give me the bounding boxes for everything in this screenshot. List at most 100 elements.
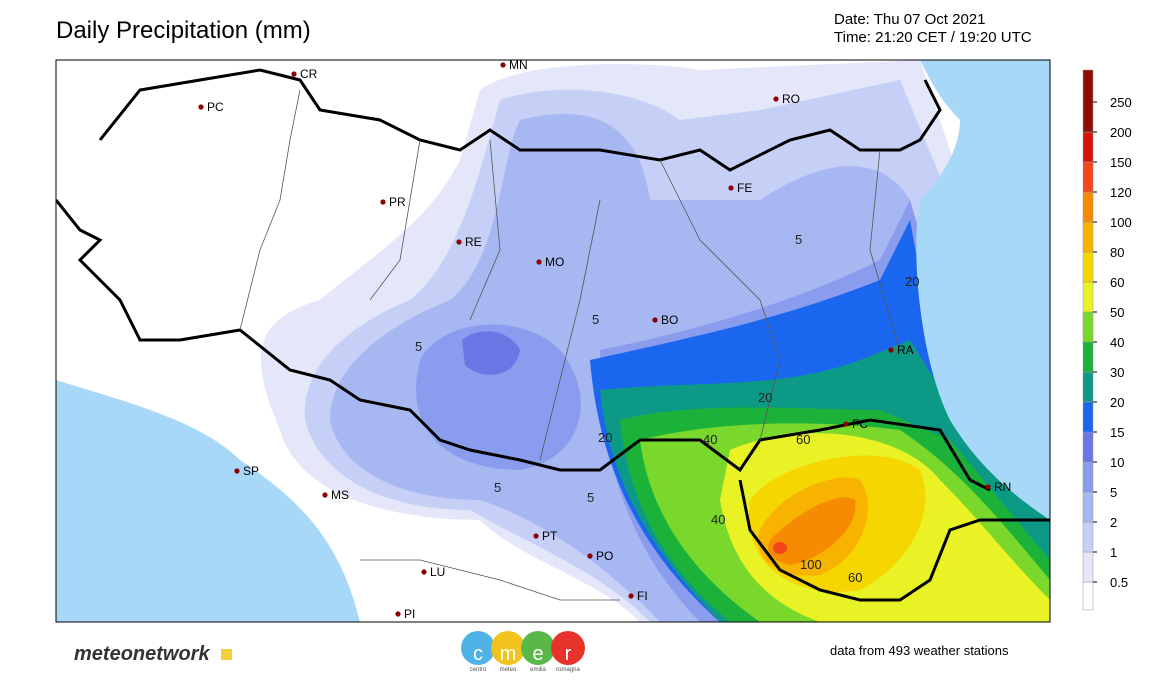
colorbar-segment (1082, 251, 1094, 283)
brand-square (221, 649, 232, 660)
contour-labels: 5 5 5 5 5 20 20 20 40 40 60 60 100 (415, 232, 919, 585)
contour-label: 5 (415, 339, 422, 354)
colorbar-segment (1082, 311, 1094, 343)
colorbar-segment (1082, 431, 1094, 463)
map-frame (55, 59, 1051, 623)
colorbar-segment (1082, 581, 1094, 611)
logo-word: romagna (556, 667, 580, 673)
city-dot (652, 317, 658, 323)
city-label: RA (897, 343, 914, 357)
logo-word: meteo (500, 667, 517, 673)
city-dot (533, 533, 539, 539)
logo-circle (521, 631, 555, 665)
contour-label: 40 (711, 512, 725, 527)
colorbar-segment (1082, 131, 1094, 163)
colorbar-segment (1082, 161, 1094, 193)
date: Date: Thu 07 Oct 2021 (834, 11, 986, 28)
contour-label: 60 (796, 432, 810, 447)
city-label: RE (465, 235, 482, 249)
colorbar-label: 5 (1110, 485, 1117, 500)
colorbar-label: 100 (1110, 215, 1132, 230)
colorbar-segment (1082, 521, 1094, 553)
city-dot (380, 199, 386, 205)
city-dot (985, 484, 991, 490)
logo-letter: m (500, 643, 517, 665)
city-label: RN (994, 480, 1011, 494)
city-label: MO (545, 255, 564, 269)
logo-letter: c (473, 643, 483, 665)
colorbar-label: 2 (1110, 515, 1117, 530)
contour-label: 5 (795, 232, 802, 247)
colorbar-label: 0.5 (1110, 575, 1128, 590)
colorbar-label: 250 (1110, 95, 1132, 110)
map (56, 60, 1050, 622)
city-dot (628, 593, 634, 599)
brand: meteonetwork (74, 643, 210, 665)
city-dot (587, 553, 593, 559)
legend: 0.5 1 2 5 10 15 20 30 40 50 60 80 100 120 150 200 250 (1082, 69, 1132, 611)
city-dot (500, 62, 506, 68)
colorbar-segment (1082, 461, 1094, 493)
city-label: FI (637, 589, 648, 603)
city-dot (843, 421, 849, 427)
city-label: FC (852, 417, 868, 431)
logo-letter: e (532, 643, 543, 665)
time: Time: 21:20 CET / 19:20 UTC (834, 29, 1032, 46)
cities: CR MN PC RO PR FE RE MO BO RA FC SP MS RN PT PO LU FI PI (198, 58, 1011, 621)
colorbar-label: 200 (1110, 125, 1132, 140)
city-label: PO (596, 549, 613, 563)
colorbar-segment (1082, 281, 1094, 313)
city-dot (536, 259, 542, 265)
city-label: LU (430, 565, 445, 579)
logo-circle (461, 631, 495, 665)
colorbar-segment (1082, 551, 1094, 583)
contour-label: 100 (800, 557, 822, 572)
city-dot (421, 569, 427, 575)
city-label: RO (782, 92, 800, 106)
contour-label: 60 (848, 570, 862, 585)
colorbar-segment (1082, 341, 1094, 373)
city-dot (291, 71, 297, 77)
contour-label: 5 (494, 480, 501, 495)
colorbar-label: 20 (1110, 395, 1124, 410)
colorbar-label: 10 (1110, 455, 1124, 470)
colorbar-label: 60 (1110, 275, 1124, 290)
colorbar-segment (1082, 221, 1094, 253)
colorbar-segment (1082, 191, 1094, 223)
logo-word: centro (470, 667, 487, 673)
contour-label: 5 (587, 490, 594, 505)
colorbar-label: 80 (1110, 245, 1124, 260)
city-label: FE (737, 181, 752, 195)
city-label: PC (207, 100, 224, 114)
logo-letter: r (565, 643, 572, 665)
logo: c centro m meteo e emilia r romagna (461, 631, 585, 673)
contour-label: 20 (905, 274, 919, 289)
city-label: CR (300, 67, 318, 81)
colorbar-label: 150 (1110, 155, 1132, 170)
colorbar-label: 120 (1110, 185, 1132, 200)
city-dot (728, 185, 734, 191)
contour-label: 5 (592, 312, 599, 327)
city-dot (322, 492, 328, 498)
colorbar-label: 40 (1110, 335, 1124, 350)
city-dot (773, 96, 779, 102)
colorbar-label: 1 (1110, 545, 1117, 560)
colorbar-segment (1082, 491, 1094, 523)
city-label: MS (331, 488, 349, 502)
colorbar-label: 30 (1110, 365, 1124, 380)
city-dot (198, 104, 204, 110)
contour-label: 20 (598, 430, 612, 445)
city-dot (456, 239, 462, 245)
colorbar-segment (1082, 401, 1094, 433)
city-label: PI (404, 607, 415, 621)
city-label: PT (542, 529, 558, 543)
colorbar-segment (1082, 371, 1094, 403)
contour-label: 20 (758, 390, 772, 405)
city-dot (234, 468, 240, 474)
footer-note: data from 493 weather stations (830, 643, 1009, 658)
title: Daily Precipitation (mm) (56, 17, 311, 44)
colorbar-segment (1082, 69, 1094, 133)
colorbar-label: 50 (1110, 305, 1124, 320)
colorbar-label: 15 (1110, 425, 1124, 440)
